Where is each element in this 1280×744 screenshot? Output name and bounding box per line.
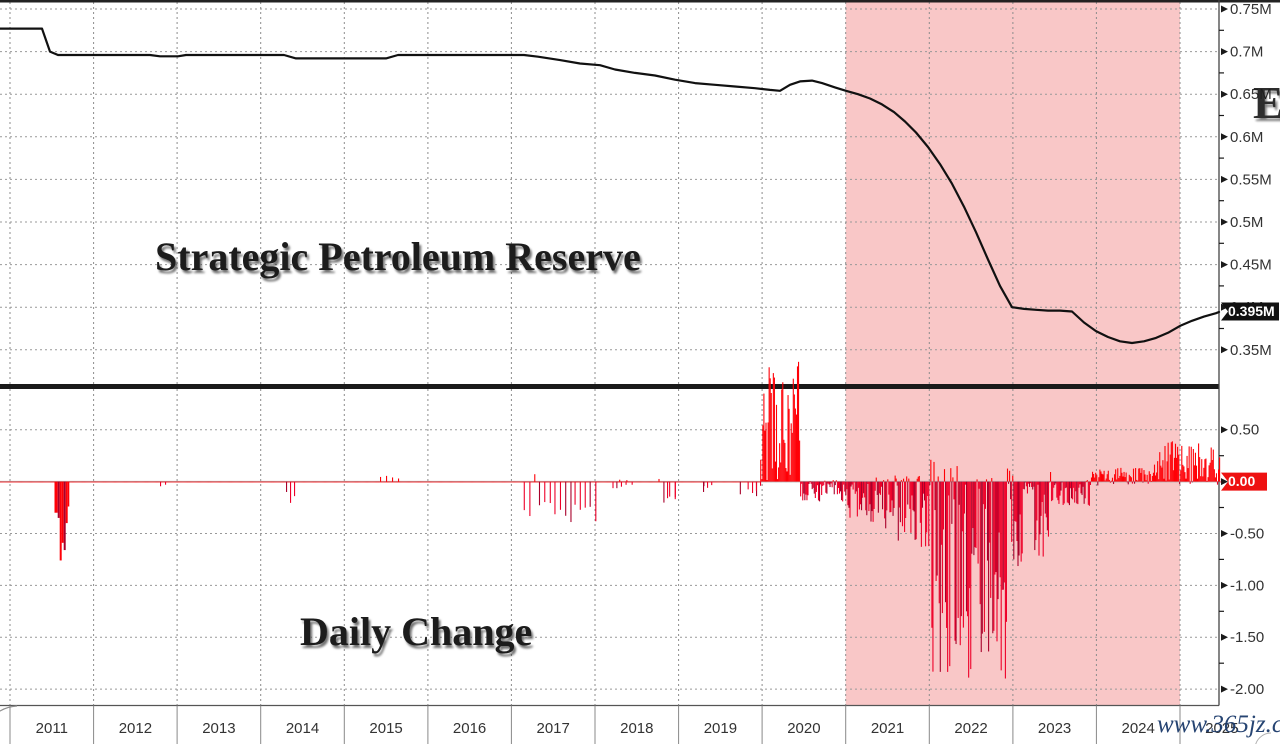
- svg-text:2022: 2022: [954, 720, 987, 737]
- svg-text:Strategic Petroleum Reserve: Strategic Petroleum Reserve: [155, 234, 641, 279]
- svg-text:2013: 2013: [202, 720, 235, 737]
- svg-text:0.00: 0.00: [1228, 473, 1255, 489]
- svg-text:0.7M: 0.7M: [1230, 44, 1263, 61]
- svg-text:0.55M: 0.55M: [1230, 171, 1272, 188]
- svg-text:2012: 2012: [119, 720, 152, 737]
- svg-text:-2.00: -2.00: [1230, 681, 1264, 698]
- svg-text:2023: 2023: [1038, 720, 1071, 737]
- svg-text:E: E: [1253, 77, 1280, 128]
- svg-text:-1.00: -1.00: [1230, 577, 1264, 594]
- svg-text:0.50: 0.50: [1230, 422, 1259, 439]
- svg-text:0.5M: 0.5M: [1230, 214, 1263, 231]
- svg-text:0.75M: 0.75M: [1230, 1, 1272, 18]
- svg-text:2020: 2020: [787, 720, 820, 737]
- svg-text:0.395M: 0.395M: [1228, 303, 1275, 319]
- svg-text:2011: 2011: [36, 720, 68, 737]
- svg-text:www.365jz.com: www.365jz.com: [1157, 711, 1280, 738]
- svg-text:2021: 2021: [871, 720, 904, 737]
- svg-text:2017: 2017: [537, 720, 570, 737]
- svg-text:-1.50: -1.50: [1230, 629, 1264, 646]
- svg-text:2024: 2024: [1122, 720, 1155, 737]
- svg-text:2016: 2016: [453, 720, 486, 737]
- svg-text:0.6M: 0.6M: [1230, 129, 1263, 146]
- svg-text:2018: 2018: [620, 720, 653, 737]
- svg-text:2019: 2019: [704, 720, 737, 737]
- svg-text:0.35M: 0.35M: [1230, 342, 1272, 359]
- svg-text:2014: 2014: [286, 720, 319, 737]
- svg-text:-0.50: -0.50: [1230, 526, 1264, 543]
- svg-text:Daily Change: Daily Change: [300, 609, 532, 654]
- svg-text:2015: 2015: [369, 720, 402, 737]
- svg-text:0.45M: 0.45M: [1230, 257, 1272, 274]
